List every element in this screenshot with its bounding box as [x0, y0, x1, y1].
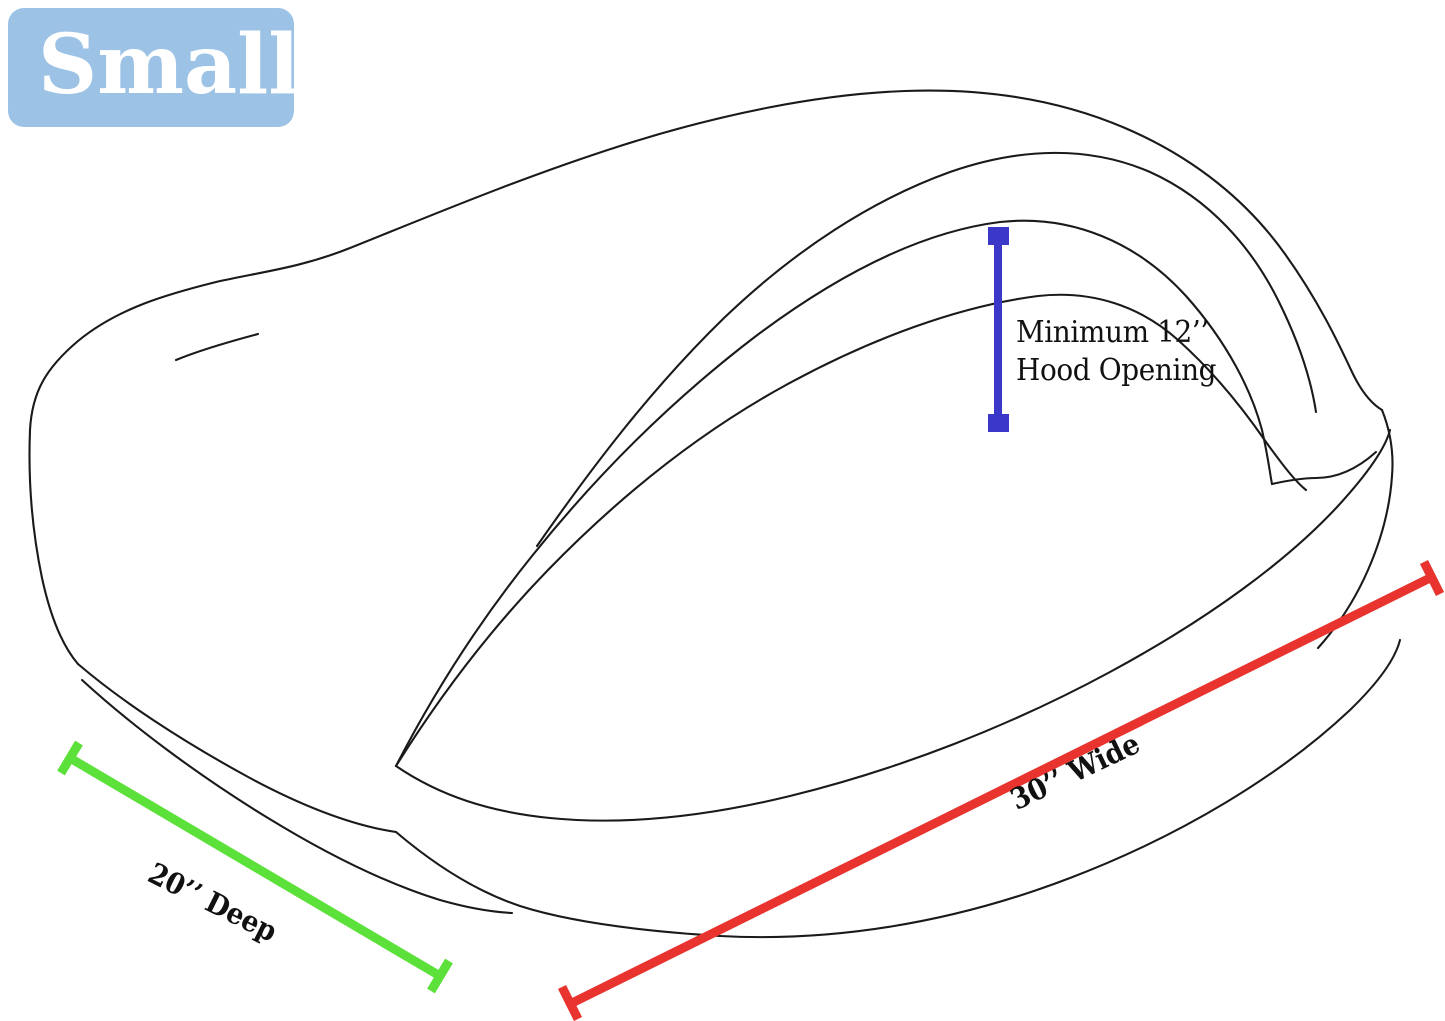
depth-line — [67, 754, 443, 980]
size-badge: Small — [8, 8, 299, 127]
bag-outline-group — [28, 89, 1402, 939]
hood-opening-dimension — [988, 227, 1009, 432]
width-cap-left — [557, 984, 583, 1021]
bag-right-corner-fold — [1316, 408, 1394, 650]
width-line — [570, 573, 1432, 1008]
hood-opening-label-line-2: Hood Opening — [1016, 352, 1217, 388]
hood-opening-cap-top — [988, 227, 1009, 245]
hood-opening-cap-bottom — [988, 414, 1009, 432]
bag-lid-ridge-contour — [535, 151, 1318, 548]
bag-upper-body-seam — [394, 219, 1274, 768]
bag-bottom-left-hem-upper — [76, 662, 398, 834]
bag-outer-top-contour — [28, 89, 1384, 432]
depth-cap-top — [57, 740, 83, 776]
size-badge-label: Small — [38, 16, 300, 113]
bag-shoulder-crease — [174, 332, 260, 362]
bag-right-inner-crease — [1270, 450, 1378, 486]
bag-bottom-rear-edge — [394, 428, 1392, 822]
bag-bottom-left-hem-lower — [80, 678, 514, 915]
bag-left-outer-edge — [28, 428, 80, 666]
hood-opening-label: Minimum 12’’ Hood Opening — [1016, 314, 1217, 390]
width-dimension — [557, 559, 1445, 1021]
bag-mid-body-seam — [394, 293, 1308, 768]
hood-opening-label-line-1: Minimum 12’’ — [1016, 315, 1209, 350]
bag-bottom-front-edge — [394, 638, 1402, 939]
depth-cap-bottom — [427, 958, 453, 994]
width-cap-right — [1419, 559, 1445, 597]
depth-dimension — [57, 740, 453, 994]
